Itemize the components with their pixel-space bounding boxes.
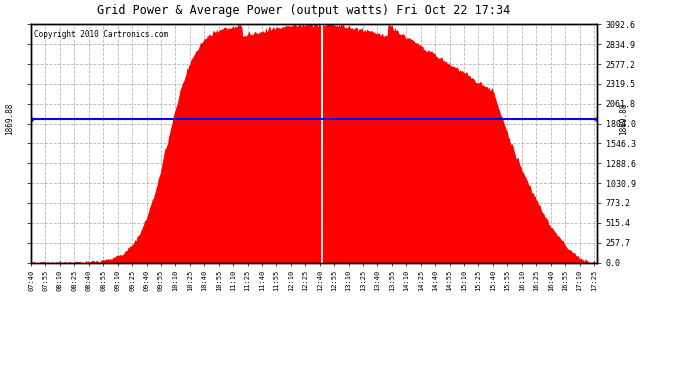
Text: Grid Power & Average Power (output watts) Fri Oct 22 17:34: Grid Power & Average Power (output watts… xyxy=(97,4,510,17)
Text: 1869.88: 1869.88 xyxy=(620,102,629,135)
Text: 1869.88: 1869.88 xyxy=(5,102,14,135)
Text: Copyright 2010 Cartronics.com: Copyright 2010 Cartronics.com xyxy=(34,30,168,39)
